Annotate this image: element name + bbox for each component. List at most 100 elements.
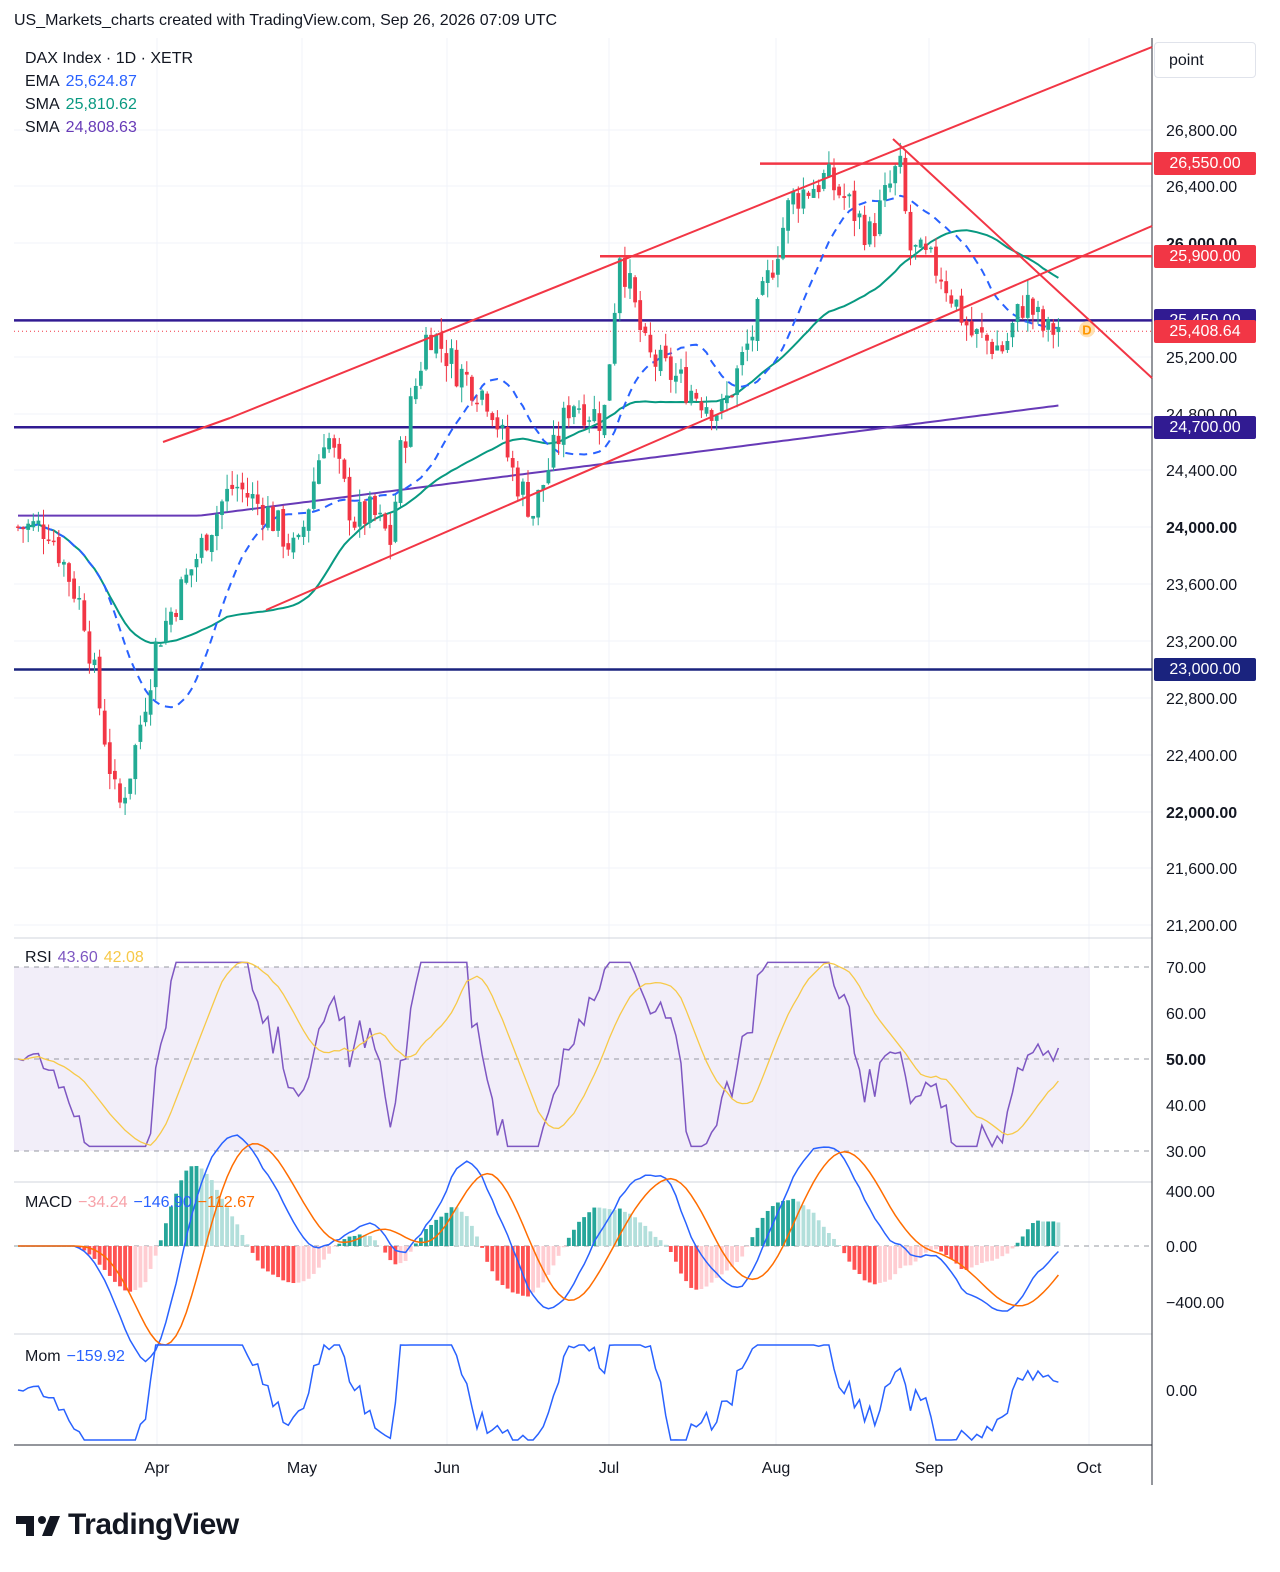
macd-hist-bar [811, 1212, 816, 1246]
candle [128, 778, 133, 800]
candle-body [709, 410, 714, 421]
candle [429, 327, 433, 351]
candle-body [174, 612, 178, 617]
legend-sma-200[interactable]: SMA 24,808.63 [25, 119, 143, 137]
macd-hist-bar [291, 1246, 296, 1284]
macd-hist-bar [373, 1240, 377, 1246]
macd-hist-bar [923, 1246, 928, 1253]
candle-body [898, 155, 903, 167]
candle-body [781, 227, 785, 259]
macd-tick-1: 0.00 [1166, 1239, 1197, 1256]
candle-body [449, 348, 454, 364]
mom-value: −159.92 [66, 1348, 125, 1365]
legend-mom[interactable]: Mom −159.92 [25, 1348, 131, 1366]
candle-body [556, 435, 561, 445]
candle-body [311, 481, 316, 509]
candle [551, 420, 556, 472]
candle-body [923, 243, 928, 250]
candle [179, 576, 184, 621]
candle [1051, 319, 1056, 349]
macd-hist-bar [903, 1246, 908, 1266]
macd-hist-bar [179, 1180, 184, 1246]
candle [964, 316, 969, 341]
candle [235, 474, 240, 502]
candlesticks [16, 142, 1061, 815]
candle-body [113, 770, 117, 780]
candle [1020, 295, 1025, 320]
price-tick-12: 21,600.00 [1166, 861, 1237, 878]
macd-hist-bar [459, 1211, 464, 1246]
candle [1046, 316, 1051, 342]
macd-hist-bar [92, 1246, 97, 1259]
candle [306, 508, 311, 543]
candle-body [893, 166, 898, 184]
candle-body [378, 512, 382, 515]
legend-macd[interactable]: MACD −34.24 −146.90 −112.67 [25, 1194, 261, 1212]
candle [67, 561, 71, 597]
price-tick-1: 26,400.00 [1166, 179, 1237, 196]
candle-body [454, 349, 459, 387]
candle [311, 467, 316, 511]
candle [118, 778, 122, 809]
candle [209, 534, 214, 562]
candle [87, 620, 92, 674]
candle-body [929, 247, 933, 250]
candle [546, 458, 551, 485]
macd-hist-bar [444, 1212, 449, 1246]
candle [1015, 303, 1020, 332]
candle [1031, 297, 1035, 330]
candle [750, 325, 755, 352]
candle-body [118, 783, 122, 803]
candle [189, 569, 194, 588]
candle [781, 217, 785, 261]
candle [867, 216, 872, 247]
macd-hist-bar [974, 1246, 979, 1266]
candle [561, 401, 566, 458]
macd-hist-bar [118, 1246, 122, 1287]
trend-lines[interactable] [162, 46, 1153, 611]
candle-body [964, 320, 969, 326]
candle-body [551, 434, 556, 468]
macd-hist-bar [699, 1246, 704, 1290]
candle [816, 179, 821, 199]
candle [368, 491, 372, 529]
macd-hist-bar [561, 1246, 566, 1248]
macd-hist-bar [852, 1246, 857, 1270]
candle-body [464, 371, 469, 375]
candle [1041, 305, 1045, 338]
candle-body [745, 343, 750, 350]
candle-body [77, 597, 82, 600]
momentum-path [17, 1343, 1059, 1442]
macd-hist-bar [296, 1246, 301, 1283]
candle-body [184, 574, 189, 583]
legend-symbol[interactable]: DAX Index · 1D · XETR [25, 50, 199, 68]
macd-hist-bar [612, 1210, 617, 1246]
macd-hist-bar [556, 1246, 561, 1256]
macd-hist-bar [449, 1207, 454, 1246]
macd-hist-bar [271, 1246, 275, 1275]
macd-hist-bar [184, 1170, 189, 1246]
candle [643, 323, 648, 336]
macd-hist-bar [577, 1221, 581, 1246]
macd-hist-bar [709, 1246, 714, 1283]
macd-hist-bar [816, 1220, 821, 1246]
candle-body [638, 300, 643, 330]
legend-sma-50[interactable]: SMA 25,810.62 [25, 96, 143, 114]
candle [765, 259, 770, 298]
legend-rsi[interactable]: RSI 43.60 42.08 [25, 949, 150, 967]
macd-hist-bar [827, 1233, 831, 1246]
unit-button[interactable]: point [1154, 42, 1256, 78]
price-tick-13: 21,200.00 [1166, 918, 1237, 935]
candle [174, 609, 178, 622]
candle [342, 458, 347, 483]
candle [556, 421, 561, 455]
candle-body [419, 370, 423, 386]
candle [480, 389, 484, 406]
candle [730, 394, 734, 399]
candle [204, 533, 209, 552]
rsi-label: RSI [25, 949, 52, 966]
macd-hist-bar [266, 1246, 270, 1272]
macd-hist-bar [1031, 1223, 1035, 1246]
legend-ema[interactable]: EMA 25,624.87 [25, 73, 143, 91]
